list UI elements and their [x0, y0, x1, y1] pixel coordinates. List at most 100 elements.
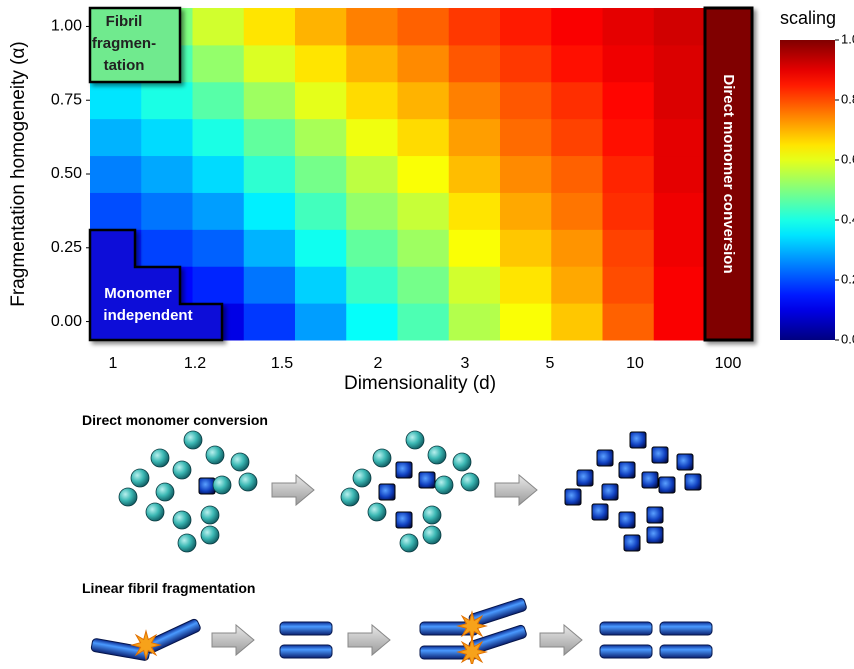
figure: Direct monomer conversion Fibril fragmen… [0, 0, 854, 664]
monomer [239, 473, 257, 491]
break [458, 638, 486, 664]
monomer [119, 488, 137, 506]
cell [500, 192, 552, 229]
heatmap [90, 8, 706, 341]
monomer [206, 446, 224, 464]
monomer [131, 469, 149, 487]
colorbar-tick-label: 0.0 [841, 331, 854, 346]
arrow [212, 625, 254, 655]
fibril [660, 622, 712, 635]
cell [193, 266, 245, 303]
monomer-label: Monomer [104, 285, 172, 302]
cell [244, 303, 296, 340]
aggregate [619, 512, 635, 528]
x-tick-label: 3 [461, 355, 470, 372]
aggregate [199, 478, 215, 494]
aggregate [565, 489, 581, 505]
cell [193, 8, 245, 45]
cell [551, 192, 603, 229]
monomer [156, 483, 174, 501]
cell [244, 45, 296, 82]
cell [654, 82, 706, 119]
cell [193, 119, 245, 156]
cell [295, 82, 347, 119]
x-axis-title: Dimensionality (d) [344, 373, 496, 394]
cell [500, 8, 552, 45]
monomer [400, 534, 418, 552]
cell [193, 82, 245, 119]
monomer-label: independent [103, 307, 192, 324]
aggregate [677, 454, 693, 470]
cell [295, 229, 347, 266]
cell [141, 82, 193, 119]
aggregate [685, 474, 701, 490]
monomer [453, 453, 471, 471]
arrow [348, 625, 390, 655]
x-tick-label: 10 [626, 355, 644, 372]
aggregate [619, 462, 635, 478]
cell [500, 303, 552, 340]
cell [346, 266, 398, 303]
cell [654, 192, 706, 229]
cell [551, 266, 603, 303]
y-tick-label: 0.25 [51, 239, 82, 256]
aggregate [647, 507, 663, 523]
cell [346, 303, 398, 340]
cell [244, 192, 296, 229]
cell [603, 192, 655, 229]
cell [654, 266, 706, 303]
cell [398, 229, 450, 266]
cell [654, 303, 706, 340]
cell [346, 156, 398, 193]
cell [654, 119, 706, 156]
aggregate [419, 472, 435, 488]
fibril [600, 622, 652, 635]
monomer [173, 511, 191, 529]
cell [551, 119, 603, 156]
fibril [280, 645, 332, 658]
cell [244, 229, 296, 266]
aggregate [602, 484, 618, 500]
cell [449, 119, 501, 156]
aggregate [659, 477, 675, 493]
cell [346, 8, 398, 45]
cell [295, 192, 347, 229]
fibril-label: Fibril [106, 13, 143, 30]
cell [654, 156, 706, 193]
cell [603, 229, 655, 266]
cell [346, 192, 398, 229]
monomer [461, 473, 479, 491]
aggregate [597, 450, 613, 466]
monomer [341, 488, 359, 506]
aggregate [647, 527, 663, 543]
colorbar-tick-label: 0.8 [841, 91, 854, 106]
monomer [423, 506, 441, 524]
colorbar-tick-label: 0.4 [841, 211, 854, 226]
cell [551, 82, 603, 119]
cell [654, 45, 706, 82]
cell [603, 303, 655, 340]
monomer [435, 476, 453, 494]
monomer [213, 476, 231, 494]
cell [398, 156, 450, 193]
cell [244, 156, 296, 193]
monomer [151, 449, 169, 467]
cell [295, 8, 347, 45]
cell [603, 8, 655, 45]
aggregate [642, 472, 658, 488]
fibril [660, 645, 712, 658]
monomer [406, 431, 424, 449]
cell [398, 266, 450, 303]
cell [244, 266, 296, 303]
cell [141, 229, 193, 266]
cell [346, 45, 398, 82]
cell [551, 229, 603, 266]
cell [603, 82, 655, 119]
cell [295, 303, 347, 340]
monomer [368, 503, 386, 521]
cell [346, 82, 398, 119]
x-tick-label: 1.2 [184, 355, 206, 372]
cell [449, 8, 501, 45]
cell [500, 229, 552, 266]
cell [346, 119, 398, 156]
